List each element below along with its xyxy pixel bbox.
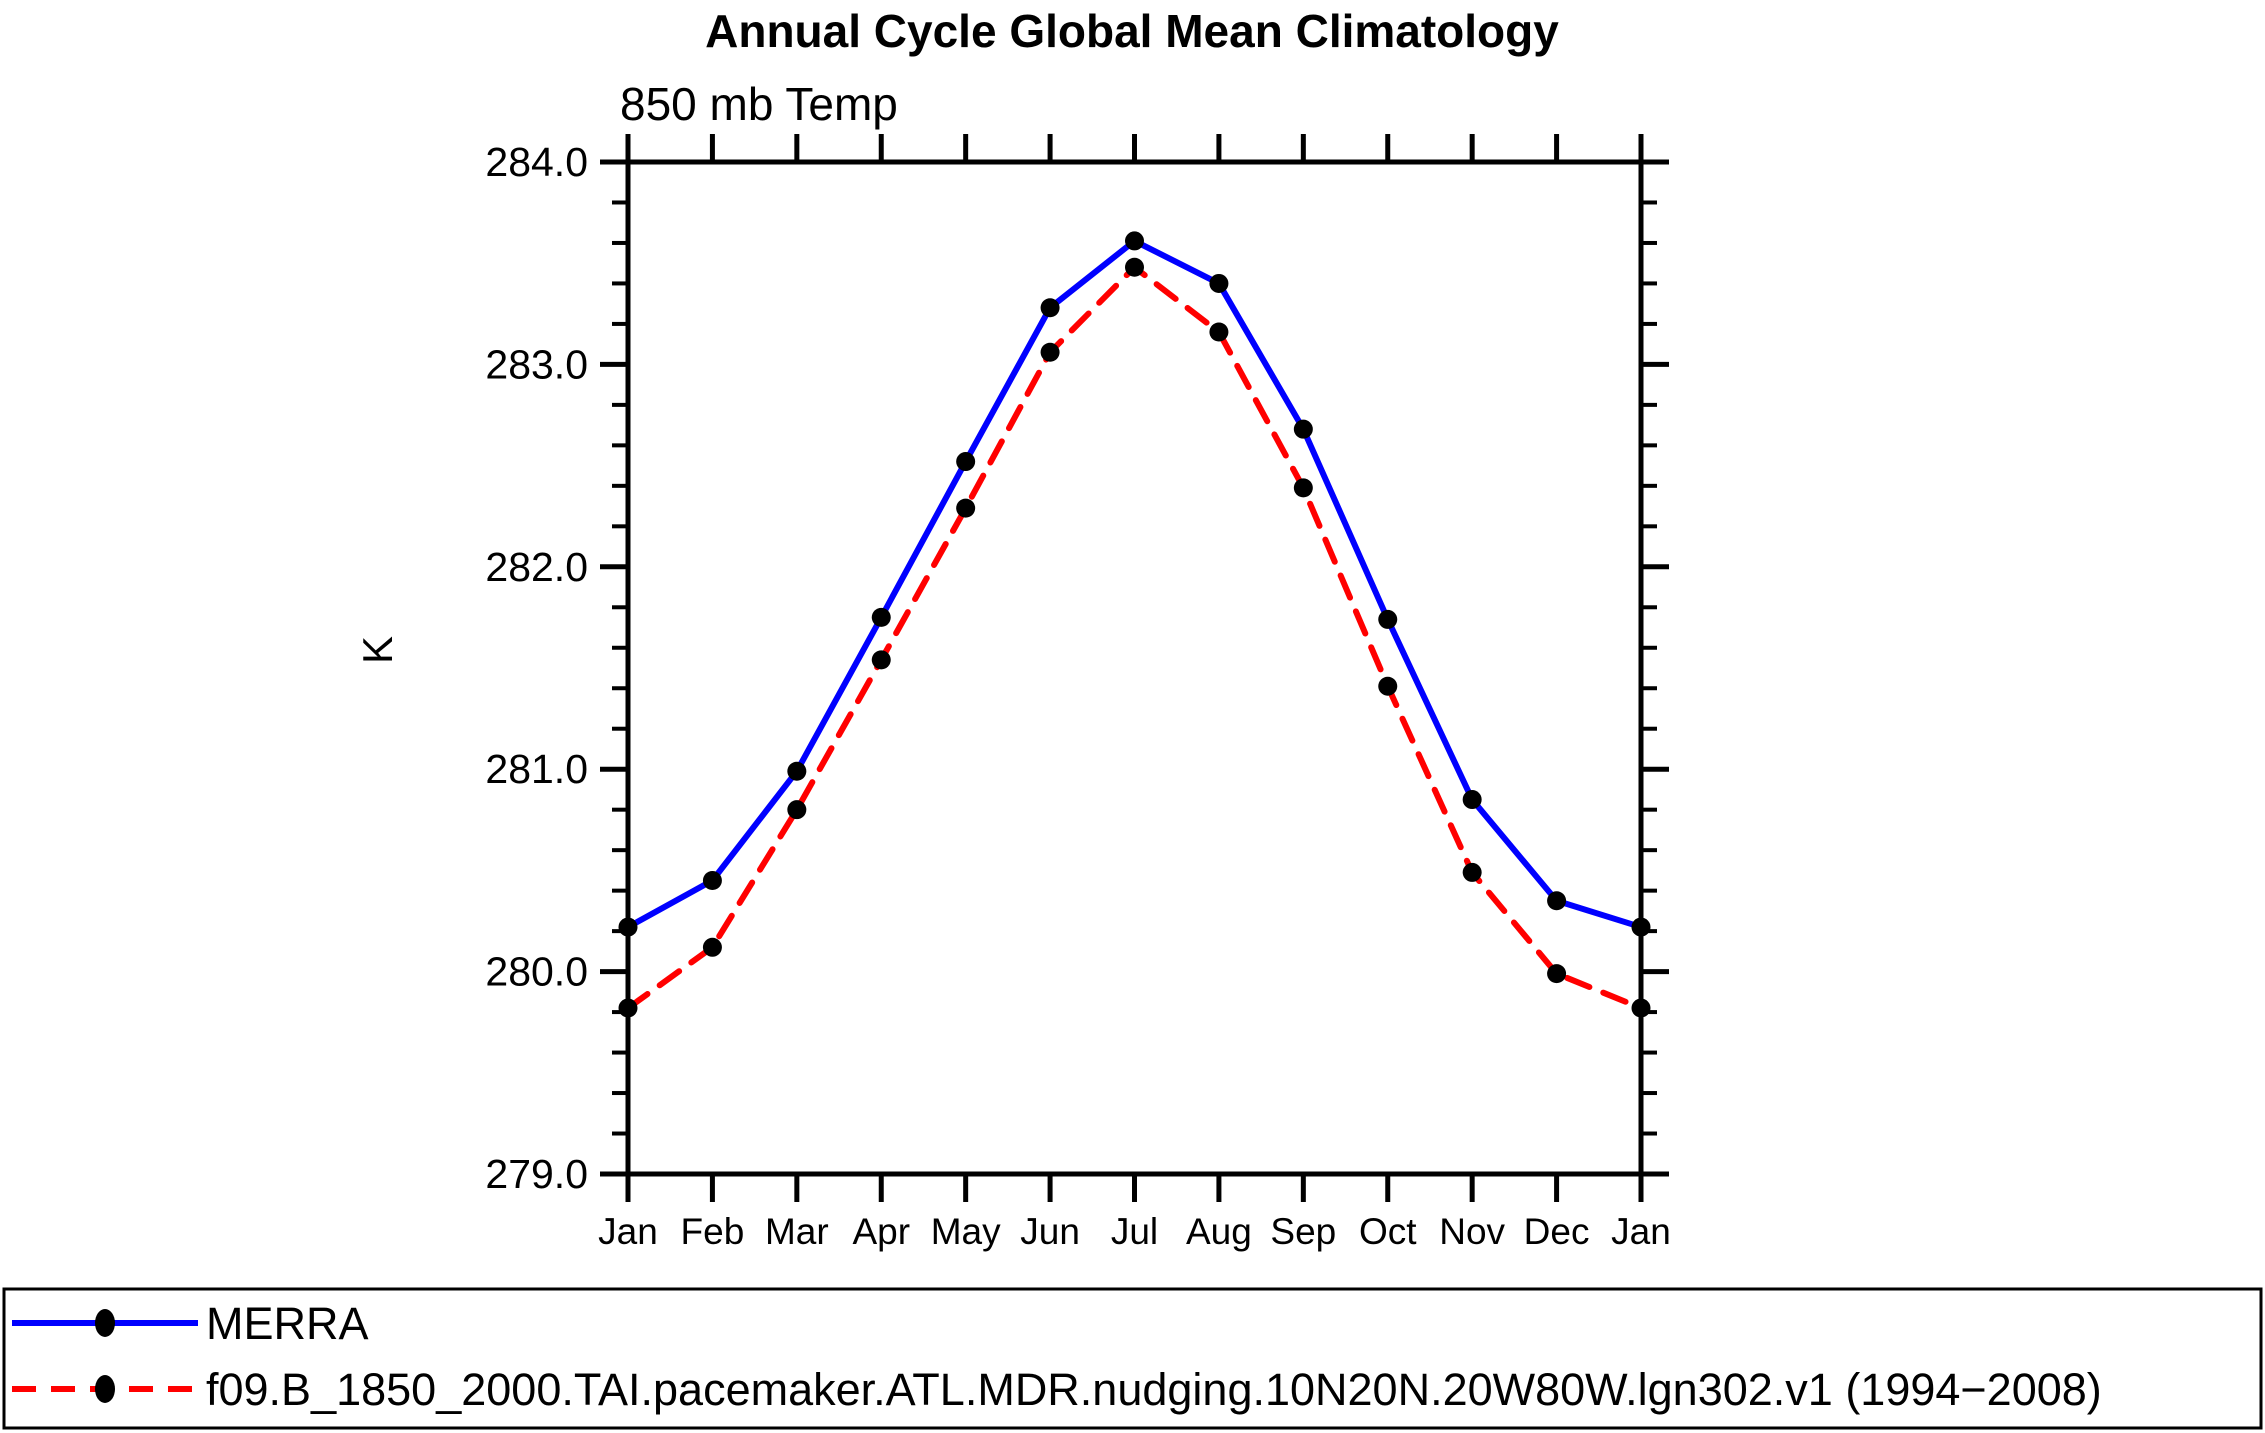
data-point-marker: [787, 761, 807, 781]
x-tick-label: Nov: [1439, 1211, 1505, 1252]
data-point-marker: [618, 917, 638, 937]
y-tick-label: 280.0: [485, 949, 588, 995]
plot-border: [625, 159, 1644, 1177]
data-point-marker: [702, 937, 722, 957]
plot-area: Jan Feb Mar Apr May Jun Jul Aug Sep Oct Nov Dec Jan2…: [485, 134, 1671, 1252]
data-point-marker: [1125, 231, 1144, 251]
y-tick-label: 279.0: [485, 1151, 588, 1197]
x-tick-label: Jun: [1020, 1211, 1080, 1252]
y-axis-label: K: [354, 636, 401, 664]
data-point-marker: [1209, 273, 1229, 293]
data-point-marker: [1547, 891, 1567, 911]
series-line-merra: [625, 237, 1644, 931]
x-tick-label: Mar: [765, 1211, 829, 1252]
data-point-marker: [1462, 790, 1482, 810]
y-tick-label: 283.0: [485, 341, 588, 387]
x-tick-label: Jul: [1111, 1211, 1158, 1252]
data-point-marker: [1631, 917, 1651, 937]
x-tick-label: Jan: [1611, 1211, 1671, 1252]
legend: MERRA f09.B_1850_2000.TAI.pacemaker.ATL.…: [2, 1287, 2263, 1430]
legend-item: MERRA: [12, 1298, 369, 1349]
data-point-marker: [1293, 478, 1313, 498]
data-point-marker: [956, 498, 976, 518]
data-point-marker: [787, 800, 807, 820]
data-point-marker: [871, 650, 891, 670]
x-tick-label: Oct: [1359, 1211, 1417, 1252]
y-tick-label: 284.0: [485, 139, 588, 185]
data-point-marker: [1378, 609, 1398, 629]
legend-box: [2, 1287, 2263, 1430]
data-point-marker: [1378, 676, 1398, 696]
x-tick-label: Jan: [598, 1211, 658, 1252]
data-point-marker: [1125, 257, 1144, 277]
data-point-marker: [956, 452, 976, 472]
legend-marker-icon: [95, 1309, 115, 1337]
data-point-marker: [1462, 862, 1482, 882]
legend-label: f09.B_1850_2000.TAI.pacemaker.ATL.MDR.nu…: [206, 1364, 2102, 1415]
chart-title: Annual Cycle Global Mean Climatology: [705, 5, 1559, 57]
data-point-marker: [702, 871, 722, 891]
y-tick-label: 281.0: [485, 746, 588, 792]
data-point-marker: [1040, 298, 1060, 318]
series-line-model: [625, 264, 1644, 1012]
x-tick-label: Dec: [1524, 1211, 1590, 1252]
data-point-marker: [1293, 419, 1313, 439]
x-tick-label: Aug: [1186, 1211, 1252, 1252]
data-point-marker: [1209, 322, 1229, 342]
x-tick-label: Sep: [1270, 1211, 1336, 1252]
y-tick-label: 282.0: [485, 544, 588, 590]
legend-item: f09.B_1850_2000.TAI.pacemaker.ATL.MDR.nu…: [12, 1364, 2102, 1415]
data-point-marker: [1547, 964, 1567, 984]
x-tick-label: Feb: [681, 1211, 745, 1252]
data-point-marker: [871, 607, 891, 627]
chart-subtitle: 850 mb Temp: [620, 78, 898, 130]
x-tick-label: May: [931, 1211, 1001, 1252]
data-point-marker: [1040, 342, 1060, 362]
x-tick-label: Apr: [852, 1211, 910, 1252]
data-point-marker: [618, 998, 638, 1018]
legend-marker-icon: [95, 1375, 115, 1403]
data-point-marker: [1631, 998, 1651, 1018]
legend-label: MERRA: [206, 1298, 369, 1349]
